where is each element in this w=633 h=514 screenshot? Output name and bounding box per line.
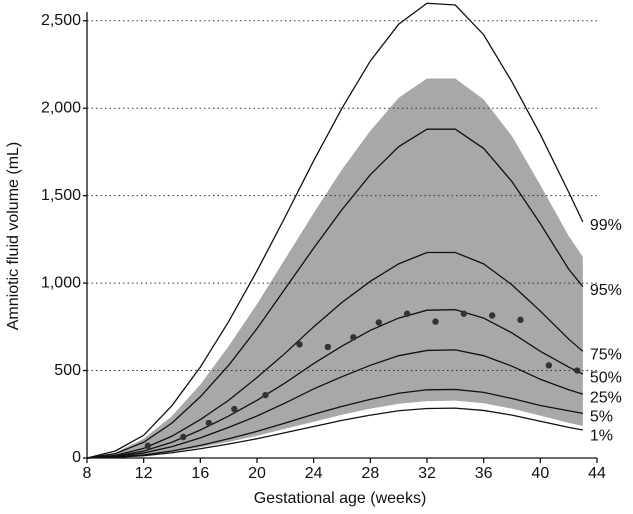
percentile-line [86,407,583,459]
x-tick-label: 40 [531,465,549,482]
data-point [403,310,411,317]
data-point [180,433,187,441]
data-point [375,319,383,326]
data-point [296,341,303,348]
percentile-line [86,2,584,459]
x-tick-label: 28 [361,465,379,482]
data-point [144,442,152,449]
series-label: 50% [590,369,622,386]
data-point [205,419,213,427]
series-label: 5% [590,409,613,426]
y-tick-label: 1,500 [41,187,81,204]
data-point [517,316,524,324]
series-label: 25% [590,389,622,406]
data-point [573,367,581,374]
x-tick-label: 16 [191,465,209,482]
y-tick-label: 0 [72,449,81,466]
data-point [460,310,468,317]
data-point [488,312,496,319]
data-point [262,391,269,399]
y-tick-label: 2,000 [41,99,81,116]
x-tick-label: 32 [418,465,436,482]
x-tick-label: 20 [248,465,266,482]
x-tick-label: 12 [135,465,153,482]
x-axis-label: Gestational age (weeks) [254,490,427,507]
series-label: 1% [590,428,613,445]
percentile-line [86,251,584,459]
data-point [231,405,238,413]
series-label: 99% [590,217,622,234]
data-point [324,343,332,351]
y-tick-label: 2,500 [41,12,81,29]
series-label: 75% [590,347,622,364]
data-point [350,334,357,341]
percentile-line [86,309,584,459]
data-point [432,318,439,325]
y-tick-label: 500 [54,362,81,379]
y-axis-label: Amniotic fluid volume (mL) [5,142,22,331]
percentile-line [86,388,583,459]
x-tick-label: 36 [475,465,493,482]
x-tick-label: 24 [305,465,323,482]
series-label: 95% [590,282,622,299]
x-tick-label: 44 [588,465,606,482]
data-point [545,362,553,369]
percentile-line [86,128,584,459]
y-tick-label: 1,000 [41,274,81,291]
band [87,78,583,459]
percentile-line [86,349,584,459]
x-tick-label: 8 [83,465,92,482]
